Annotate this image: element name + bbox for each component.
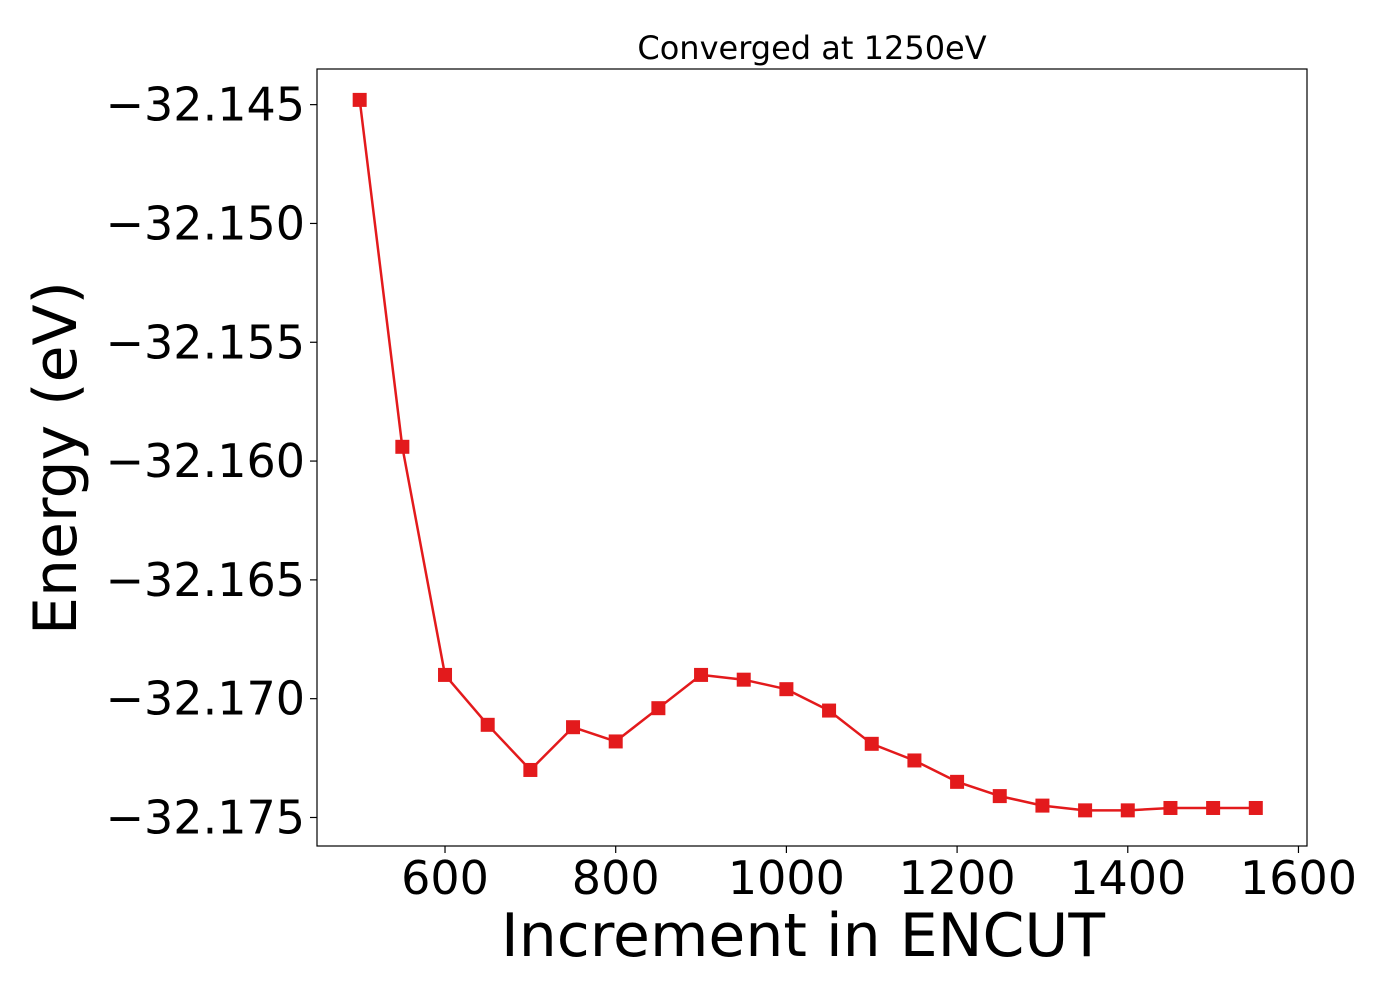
data-point-marker <box>1035 798 1050 813</box>
series-layer <box>352 92 1263 818</box>
y-tick-label: −32.160 <box>106 434 306 488</box>
data-point-marker <box>1206 800 1221 815</box>
data-point-marker <box>1078 803 1093 818</box>
data-point-marker <box>480 717 495 732</box>
y-axis: −32.145 −32.150 −32.155 −32.160 −32.165 −32.1… <box>106 78 317 844</box>
x-axis-title: Increment in ENCUT <box>501 901 1105 971</box>
y-tick-label: −32.150 <box>106 196 306 250</box>
data-point-marker <box>779 682 794 697</box>
x-tick-label: 800 <box>572 851 660 905</box>
data-point-marker <box>395 439 410 454</box>
data-point-marker <box>950 774 965 789</box>
chart-title: Converged at 1250eV <box>637 29 986 67</box>
data-point-marker <box>736 672 751 687</box>
x-tick-label: 1000 <box>728 851 845 905</box>
y-tick-label: −32.155 <box>106 315 306 369</box>
data-point-marker <box>1248 800 1263 815</box>
data-point-marker <box>651 701 666 716</box>
y-tick-label: −32.165 <box>106 553 306 607</box>
data-point-marker <box>608 734 623 749</box>
x-axis: 600 800 1000 1200 1400 1600 <box>401 846 1357 905</box>
data-point-marker <box>566 720 581 735</box>
plot-area-frame <box>316 68 1308 847</box>
data-point-marker <box>864 736 879 751</box>
x-tick-label: 1400 <box>1069 851 1186 905</box>
series-line <box>358 99 1256 812</box>
x-tick-label: 600 <box>401 851 489 905</box>
data-point-marker <box>822 703 837 718</box>
y-tick-label: −32.175 <box>106 790 306 844</box>
y-tick-label: −32.145 <box>106 78 306 132</box>
x-tick-label: 1600 <box>1240 851 1357 905</box>
data-point-marker <box>1120 803 1135 818</box>
data-point-marker <box>992 789 1007 804</box>
data-point-marker <box>438 667 453 682</box>
y-tick-label: −32.170 <box>106 672 306 726</box>
data-point-marker <box>352 92 367 107</box>
x-tick-label: 1200 <box>899 851 1016 905</box>
data-point-marker <box>523 762 538 777</box>
data-point-marker <box>907 753 922 768</box>
y-axis-title: Energy (eV) <box>21 281 91 635</box>
data-point-marker <box>1163 800 1178 815</box>
data-point-marker <box>694 667 709 682</box>
